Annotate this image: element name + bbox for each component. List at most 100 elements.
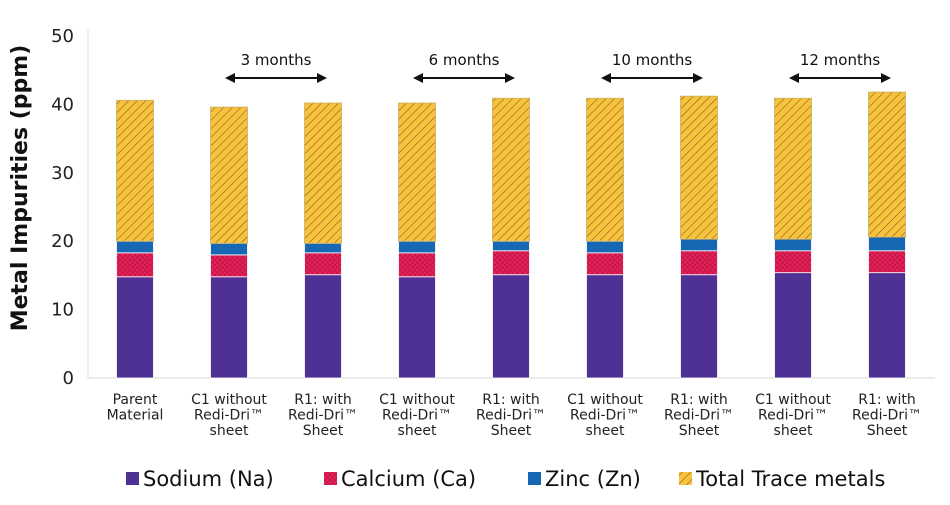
x-tick-label: R1: with Redi-Dri™ Sheet bbox=[288, 392, 358, 439]
x-tick-label-line: C1 without bbox=[755, 392, 831, 408]
legend-swatch-total-trace-metals bbox=[679, 472, 692, 485]
x-tick-label-line: sheet bbox=[210, 423, 249, 439]
x-tick-label-line: R1: with bbox=[858, 392, 916, 408]
x-tick-label-line: C1 without bbox=[379, 392, 455, 408]
bar-segment-zinc-zn bbox=[492, 240, 530, 252]
bar-segment-outline bbox=[868, 91, 906, 238]
bar-segment-calcium-ca bbox=[398, 252, 436, 278]
y-tick-label: 10 bbox=[51, 300, 74, 321]
legend-swatch-calcium-ca bbox=[324, 472, 337, 485]
period-label: 10 months bbox=[612, 51, 693, 69]
period-annotations: 3 months 6 months 10 months 12 months bbox=[225, 51, 891, 83]
bar-segment-sodium-na bbox=[868, 272, 906, 379]
bar-segment-sodium-na bbox=[586, 274, 624, 379]
x-tick-label-line: Redi-Dri™ bbox=[476, 408, 546, 424]
legend-label-sodium-na: Sodium (Na) bbox=[143, 467, 274, 491]
bar-segment-outline bbox=[398, 102, 436, 242]
x-tick-label-line: Redi-Dri™ bbox=[852, 408, 922, 424]
x-tick-label-line: sheet bbox=[774, 423, 813, 439]
bars bbox=[116, 91, 906, 379]
period-label: 3 months bbox=[241, 51, 312, 69]
bar-segment-outline bbox=[210, 106, 248, 244]
x-tick-label-line: Redi-Dri™ bbox=[382, 408, 452, 424]
period-label: 12 months bbox=[800, 51, 881, 69]
x-tick-label-line: Redi-Dri™ bbox=[570, 408, 640, 424]
x-tick-label-line: Sheet bbox=[491, 423, 532, 439]
bar-segment-sodium-na bbox=[398, 276, 436, 379]
x-tick-label-line: Sheet bbox=[303, 423, 344, 439]
bar-segment-sodium-na bbox=[210, 276, 248, 379]
x-tick-label-line: sheet bbox=[586, 423, 625, 439]
bar-segment-outline bbox=[116, 99, 154, 242]
x-tick-label-line: Redi-Dri™ bbox=[288, 408, 358, 424]
bar-segment-sodium-na bbox=[492, 274, 530, 379]
x-tick-label-line: R1: with bbox=[670, 392, 728, 408]
bar-segment-zinc-zn bbox=[304, 242, 342, 254]
bar-segment-zinc-zn bbox=[680, 238, 718, 252]
bar-segment-sodium-na bbox=[774, 272, 812, 379]
x-tick-label: C1 without Redi-Dri™ sheet bbox=[567, 392, 643, 439]
bar-segment-zinc-zn bbox=[774, 238, 812, 252]
bar-segment-outline bbox=[774, 97, 812, 240]
bar-segment-zinc-zn bbox=[116, 240, 154, 254]
legend-label-calcium-ca: Calcium (Ca) bbox=[341, 467, 476, 491]
x-tick-label-line: R1: with bbox=[294, 392, 352, 408]
x-tick-label-line: Redi-Dri™ bbox=[664, 408, 734, 424]
y-tick-labels: 0 10 20 30 40 50 bbox=[51, 26, 74, 389]
legend-label-zinc-zn: Zinc (Zn) bbox=[545, 467, 641, 491]
bar-segment-total-trace-metals bbox=[116, 99, 154, 242]
x-tick-label-line: Sheet bbox=[679, 423, 720, 439]
bar-segment-calcium-ca bbox=[586, 252, 624, 276]
x-tick-label-line: C1 without bbox=[567, 392, 643, 408]
legend: Sodium (Na) Calcium (Ca) Zinc (Zn) Total Tr… bbox=[126, 467, 885, 491]
x-tick-label: Parent Material bbox=[107, 392, 164, 424]
x-tick-label: C1 without Redi-Dri™ sheet bbox=[379, 392, 455, 439]
bar-segment-calcium-ca bbox=[680, 250, 718, 276]
period-label: 6 months bbox=[429, 51, 500, 69]
bar-segment-zinc-zn bbox=[868, 236, 906, 252]
bar-segment-zinc-zn bbox=[586, 240, 624, 254]
x-tick-label: R1: with Redi-Dri™ Sheet bbox=[852, 392, 922, 439]
bar-segment-sodium-na bbox=[116, 276, 154, 379]
bar-segment-total-trace-metals bbox=[210, 106, 248, 244]
bar-segment-calcium-ca bbox=[492, 250, 530, 276]
bar-segment-calcium-ca bbox=[868, 250, 906, 274]
y-axis-label: Metal Impurities (ppm) bbox=[8, 45, 33, 332]
bar-segment-outline bbox=[586, 97, 624, 242]
x-tick-label-line: R1: with bbox=[482, 392, 540, 408]
bar-segment-calcium-ca bbox=[116, 252, 154, 278]
x-tick-label-line: Sheet bbox=[867, 423, 908, 439]
x-tick-label-line: Material bbox=[107, 408, 164, 424]
bar-segment-zinc-zn bbox=[210, 242, 248, 256]
bar-segment-outline bbox=[304, 102, 342, 244]
legend-label-total-trace-metals: Total Trace metals bbox=[695, 467, 885, 491]
x-tick-label-line: Redi-Dri™ bbox=[758, 408, 828, 424]
y-tick-label: 50 bbox=[51, 26, 74, 47]
x-tick-label: R1: with Redi-Dri™ Sheet bbox=[664, 392, 734, 439]
x-tick-label-line: Parent bbox=[113, 392, 158, 408]
x-tick-label: R1: with Redi-Dri™ Sheet bbox=[476, 392, 546, 439]
bar-segment-sodium-na bbox=[680, 274, 718, 379]
bar-segment-outline bbox=[680, 95, 718, 240]
bar-segment-zinc-zn bbox=[398, 240, 436, 254]
x-tick-label-line: sheet bbox=[398, 423, 437, 439]
x-tick-label: C1 without Redi-Dri™ sheet bbox=[191, 392, 267, 439]
bar-segment-total-trace-metals bbox=[774, 97, 812, 240]
y-tick-label: 30 bbox=[51, 163, 74, 184]
bar-segment-total-trace-metals bbox=[398, 102, 436, 242]
bar-segment-calcium-ca bbox=[210, 254, 248, 278]
bar-segment-total-trace-metals bbox=[680, 95, 718, 240]
bar-segment-total-trace-metals bbox=[868, 91, 906, 238]
y-tick-label: 0 bbox=[63, 368, 74, 389]
legend-swatch-sodium-na bbox=[126, 472, 139, 485]
bar-segment-total-trace-metals bbox=[586, 97, 624, 242]
bar-segment-calcium-ca bbox=[774, 250, 812, 274]
bar-segment-total-trace-metals bbox=[492, 97, 530, 242]
bar-segment-calcium-ca bbox=[304, 252, 342, 276]
legend-swatch-zinc-zn bbox=[528, 472, 541, 485]
x-tick-label-line: C1 without bbox=[191, 392, 267, 408]
y-tick-label: 40 bbox=[51, 94, 74, 115]
bar-segment-sodium-na bbox=[304, 274, 342, 379]
